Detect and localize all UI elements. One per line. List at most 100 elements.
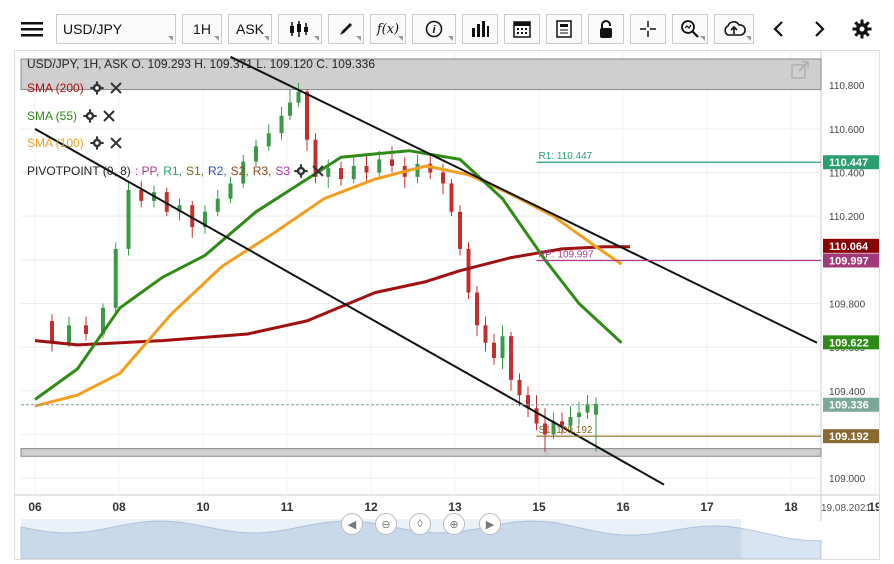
x-tick-label: 10 — [196, 500, 210, 514]
legend-sma200-label: SMA (200) — [27, 81, 84, 95]
candle-body — [458, 211, 462, 249]
y-tick-label: 110.200 — [829, 212, 865, 223]
x-tick-label: 08 — [112, 500, 126, 514]
trendline — [34, 127, 665, 486]
legend-pivot-s2: S2, — [230, 164, 249, 178]
menu-icon[interactable] — [14, 14, 50, 44]
y-tick-label: 109.000 — [829, 474, 866, 485]
function-icon[interactable]: f(x) — [370, 14, 406, 44]
candle-body — [568, 416, 573, 426]
x-tick-label: 11 — [281, 500, 294, 514]
svg-text:i: i — [432, 24, 436, 36]
x-tick-label: 18 — [784, 500, 798, 514]
legend-sma100: SMA (100) — [27, 136, 122, 150]
close-icon[interactable] — [109, 82, 122, 94]
sma55-line — [34, 149, 623, 401]
candle-body — [288, 102, 292, 116]
gear-icon[interactable] — [83, 109, 97, 123]
scroll-left-button[interactable]: ◀ — [341, 513, 363, 535]
candle-body — [164, 192, 169, 212]
candle-body — [449, 183, 454, 212]
candle-body — [296, 91, 301, 103]
candle-body — [483, 325, 488, 343]
sma200-line — [34, 245, 630, 347]
interval-label: 1H — [193, 21, 211, 37]
info-icon[interactable]: i — [412, 14, 456, 44]
candle-body — [113, 248, 118, 308]
pencil-icon[interactable] — [328, 14, 364, 44]
x-tick-label: 17 — [700, 500, 714, 514]
y-tick-label: 110.800 — [829, 81, 865, 92]
cloud-upload-icon[interactable] — [714, 14, 754, 44]
crosshair-icon[interactable] — [630, 14, 666, 44]
close-icon[interactable] — [312, 165, 324, 177]
price-tag: 110.064 — [823, 238, 879, 253]
gear-icon[interactable] — [294, 164, 308, 178]
interval-selector[interactable]: 1H — [182, 14, 222, 44]
legend-pivot-s1: S1, — [185, 164, 204, 178]
legend-pivot-pp: : PP, — [134, 164, 160, 178]
function-label: f(x) — [376, 21, 400, 37]
candle-body — [84, 325, 88, 335]
price-tag: 109.192 — [823, 429, 879, 444]
close-icon[interactable] — [109, 137, 122, 149]
price-tag-bg — [823, 253, 879, 268]
candle-body — [326, 168, 331, 177]
news-icon[interactable] — [546, 14, 582, 44]
candle-body — [139, 189, 144, 201]
gear-icon[interactable] — [90, 81, 104, 95]
chart-area[interactable]: R1: 110.447 PP: 109.997 S1: 109.192 110.80… — [14, 50, 882, 560]
candle-body — [509, 336, 513, 380]
legend-sma100-label: SMA (100) — [27, 136, 84, 150]
pivot-label-pp: PP: 109.997 — [539, 249, 594, 260]
candle-body — [534, 408, 539, 424]
navigator-area — [20, 520, 822, 560]
chevron-right-icon[interactable] — [802, 14, 838, 44]
price-tag: 109.336 — [823, 397, 879, 412]
candle-body — [50, 320, 54, 343]
y-tick-label: 110.400 — [829, 169, 865, 180]
pivot-label-r1: R1: 110.447 — [539, 151, 593, 162]
candle-body — [203, 211, 207, 228]
candle-body — [415, 163, 420, 177]
zoom-icon[interactable] — [672, 14, 708, 44]
candle-body — [241, 161, 246, 184]
scroll-right-button[interactable]: ▶ — [479, 513, 501, 535]
candle-body — [466, 248, 471, 293]
price-tag-label: 110.447 — [829, 157, 868, 169]
gear-icon[interactable] — [90, 136, 104, 150]
candle-body — [254, 146, 258, 162]
price-tag-label: 109.997 — [829, 255, 869, 267]
price-type-selector[interactable]: ASK — [228, 14, 272, 44]
price-tag-label: 109.192 — [829, 431, 869, 443]
candlestick-icon[interactable] — [278, 14, 322, 44]
candle-body — [313, 139, 318, 177]
symbol-label: USD/JPY — [63, 21, 123, 37]
legend-pivot-r3: R3, — [252, 164, 272, 178]
price-tag-bg — [823, 155, 879, 170]
candle-body — [560, 421, 564, 426]
zoom-in-button[interactable]: ⊕ — [443, 513, 465, 535]
price-tag-label: 110.064 — [829, 241, 869, 253]
y-tick-label: 109.800 — [829, 299, 866, 310]
legend-pivot-label: PIVOTPOINT (0, 8) — [27, 164, 131, 178]
gear-icon[interactable] — [844, 14, 880, 44]
x-tick-label: 16 — [616, 500, 630, 514]
chevron-left-icon[interactable] — [760, 14, 796, 44]
reset-view-button[interactable]: ◊ — [409, 513, 431, 535]
low-range-band — [20, 448, 822, 457]
calendar-icon[interactable] — [504, 14, 540, 44]
candle-body — [441, 172, 445, 184]
symbol-selector[interactable]: USD/JPY — [56, 14, 176, 44]
x-tick-label: 12 — [364, 500, 378, 514]
price-chart[interactable]: R1: 110.447 PP: 109.997 S1: 109.192 110.80… — [15, 51, 882, 560]
zoom-out-button[interactable]: ⊖ — [375, 513, 397, 535]
legend-sma55-label: SMA (55) — [27, 109, 78, 123]
close-icon[interactable] — [103, 110, 115, 122]
candle-body — [177, 205, 182, 212]
candle-body — [594, 403, 598, 415]
popout-icon[interactable] — [791, 61, 809, 79]
volume-bars-icon[interactable] — [462, 14, 498, 44]
ohlc-readout: USD/JPY, 1H, ASK O. 109.293 H. 109.371 L… — [27, 57, 376, 71]
lock-icon[interactable] — [588, 14, 624, 44]
